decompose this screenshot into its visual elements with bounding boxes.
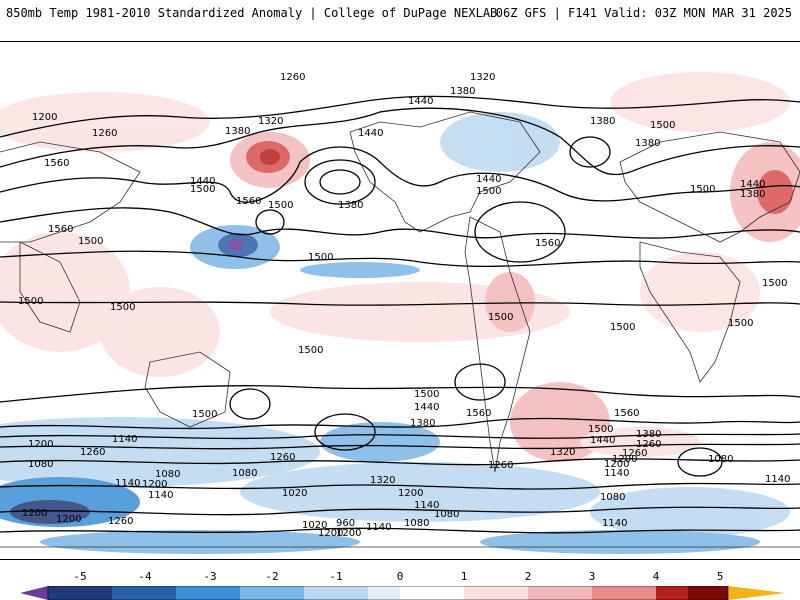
contour-label: 1500 [476,186,501,197]
contour-label: 1200 [336,528,361,539]
contour-label: 1080 [404,518,429,529]
contour-label: 1500 [488,312,513,323]
contour-label: 1500 [192,409,217,420]
colorbar-tick-label: -3 [203,570,217,583]
contour-label: 1500 [18,296,43,307]
contour-label: 1260 [636,439,661,450]
contour-labels: 1260 1320 1200 1260 1440 1380 1380 1440 … [18,72,790,539]
anomaly-shading [0,72,800,554]
contour-label: 1260 [92,128,117,139]
contour-label: 1500 [690,184,715,195]
contour-label: 1560 [466,408,491,419]
contour-label: 1380 [450,86,475,97]
contour-label: 1440 [358,128,383,139]
contour-label: 1500 [588,424,613,435]
contour-label: 1440 [590,435,615,446]
colorbar-tick-label: 3 [588,570,596,583]
contour-label: 1500 [762,278,787,289]
contour-label: 1200 [612,454,637,465]
contour-label: 1380 [740,189,765,200]
contour-label: 1260 [108,516,133,527]
contour-label: 1200 [318,528,343,539]
colorbar-tick-label: 2 [524,570,532,583]
contour-label: 1140 [112,434,137,445]
colorbar-tick-label: 4 [652,570,660,583]
contour-label: 1500 [190,184,215,195]
contour-label: 1200 [32,112,57,123]
contour-label: 960 [336,518,355,529]
contour-label: 1560 [44,158,69,169]
contour-label: 1380 [338,200,363,211]
contour-label: 1500 [268,200,293,211]
contour-label: 1260 [280,72,305,83]
contour-label: 1560 [614,408,639,419]
contour-label: 1140 [765,474,790,485]
contour-label: 1260 [270,452,295,463]
colorbar-tick-label: 0 [396,570,404,583]
contour-label: 1560 [48,224,73,235]
map-title: 850mb Temp 1981-2010 Standardized Anomal… [6,6,498,20]
contour-label: 1140 [148,490,173,501]
contour-label: 1500 [308,252,333,263]
contour-label: 1440 [414,402,439,413]
colorbar-tick-label: 5 [716,570,724,583]
contour-label: 1080 [28,459,53,470]
contour-label: 1080 [600,492,625,503]
map-area[interactable]: 1260 1320 1200 1260 1440 1380 1380 1440 … [0,41,800,560]
contour-label: 1380 [636,429,661,440]
contour-label: 1260 [80,447,105,458]
contour-label: 1440 [190,176,215,187]
contour-label: 1320 [370,475,395,486]
colorbar-strip [20,586,785,600]
model-run-info: 06Z GFS | F141 Valid: 03Z MON MAR 31 202… [495,6,792,20]
coastlines [0,111,800,548]
contour-label: 1500 [650,120,675,131]
contour-label: 1140 [366,522,391,533]
contour-label: 1380 [410,418,435,429]
contour-label: 1500 [610,322,635,333]
contour-label: 1140 [115,478,140,489]
contour-label: 1440 [408,96,433,107]
contour-label: 1140 [604,468,629,479]
contour-label: 1260 [488,460,513,471]
contour-label: 1380 [225,126,250,137]
contour-label: 1200 [56,514,81,525]
contour-label: 1500 [414,389,439,400]
colorbar-tick-label: -4 [138,570,152,583]
contour-label: 1320 [550,447,575,458]
contour-label: 1440 [476,174,501,185]
contour-label: 1500 [110,302,135,313]
contour-label: 1320 [470,72,495,83]
contour-label: 1560 [236,196,261,207]
contour-label: 1380 [635,138,660,149]
contour-label: 1260 [622,448,647,459]
contour-label: 1500 [298,345,323,356]
contour-label: 1200 [22,508,47,519]
contour-label: 1200 [28,439,53,450]
contour-label: 1140 [414,500,439,511]
contour-label: 1440 [740,179,765,190]
contour-label: 1200 [398,488,423,499]
colorbar-tick-label: -1 [329,570,343,583]
height-contours [0,95,800,534]
contour-label: 1080 [232,468,257,479]
map-svg: 1260 1320 1200 1260 1440 1380 1380 1440 … [0,72,800,554]
contour-label: 1500 [78,236,103,247]
colorbar-tick-label: -5 [73,570,87,583]
contour-label: 1380 [590,116,615,127]
contour-label: 1080 [155,469,180,480]
contour-label: 1560 [535,238,560,249]
contour-label: 1320 [258,116,283,127]
contour-label: 1080 [434,509,459,520]
contour-label: 1020 [302,520,327,531]
contour-label: 1500 [728,318,753,329]
colorbar-tick-label: -2 [265,570,279,583]
contour-label: 1200 [142,479,167,490]
colorbar: -5 -4 -3 -2 -1 0 1 2 3 4 5 [0,570,800,600]
colorbar-tick-label: 1 [460,570,468,583]
contour-label: 1080 [708,454,733,465]
contour-label: 1200 [604,459,629,470]
contour-label: 1020 [282,488,307,499]
contour-label: 1140 [602,518,627,529]
